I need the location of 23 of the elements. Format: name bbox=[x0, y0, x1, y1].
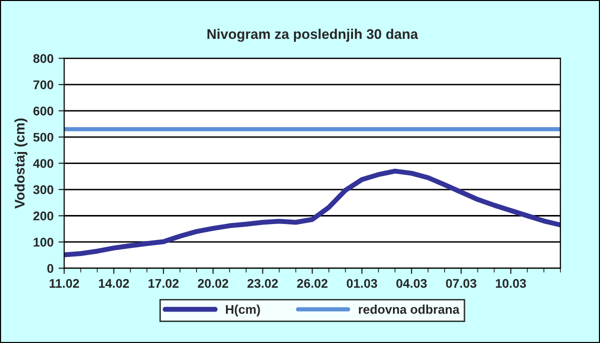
x-tick-label: 10.03 bbox=[496, 278, 526, 288]
x-tick-label: 20.02 bbox=[198, 278, 228, 288]
y-tick-label: 700 bbox=[33, 80, 54, 90]
x-tick-label: 04.03 bbox=[396, 278, 427, 288]
y-tick-label: 600 bbox=[33, 106, 54, 116]
x-tick-label: 26.02 bbox=[297, 278, 328, 288]
legend-label: redovna odbrana bbox=[358, 304, 460, 314]
x-tick-label: 01.03 bbox=[346, 278, 378, 288]
y-tick-label: 800 bbox=[33, 54, 54, 63]
legend-label: H(cm) bbox=[226, 304, 260, 316]
x-tick-label: 07.03 bbox=[446, 278, 476, 288]
y-tick-label: 400 bbox=[33, 159, 54, 168]
x-tick-label: 17.02 bbox=[148, 278, 179, 288]
x-tick-label: 11.02 bbox=[50, 278, 79, 288]
y-tick-label: 500 bbox=[33, 132, 54, 142]
x-tick-label: 23.02 bbox=[247, 278, 278, 288]
y-tick-label: 300 bbox=[33, 185, 54, 194]
chart-title: Nivogram za poslednjih 30 dana bbox=[208, 28, 418, 42]
y-axis-title: Vodostaj (cm) bbox=[14, 118, 28, 209]
y-tick-label: 200 bbox=[33, 212, 54, 220]
x-tick-label: 14.02 bbox=[98, 278, 129, 288]
y-tick-label: 0 bbox=[47, 264, 54, 273]
y-tick-label: 100 bbox=[34, 238, 54, 247]
